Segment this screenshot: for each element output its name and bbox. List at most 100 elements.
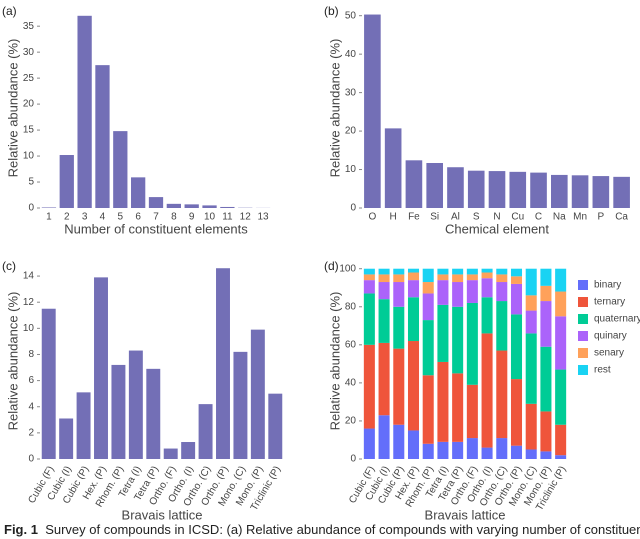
bar-segment (437, 441, 449, 459)
x-tick-label: O (368, 212, 376, 223)
y-tick-label: 6 (28, 375, 34, 386)
bar-segment (422, 282, 434, 294)
bar-segment (466, 268, 478, 275)
x-tick-label: C (535, 212, 542, 223)
bar-segment (481, 268, 493, 273)
bar-segment (407, 280, 420, 298)
bar (530, 172, 547, 208)
bar (181, 442, 196, 459)
bar (233, 351, 248, 459)
bar-segment (510, 283, 523, 315)
bar (551, 174, 568, 208)
x-tick-label: 10 (204, 212, 216, 223)
bar-segment (540, 268, 552, 286)
bar-segment (496, 301, 508, 351)
y-tick-label: 35 (23, 21, 35, 32)
x-tick-label: 12 (240, 212, 252, 223)
bar-segment (378, 415, 390, 459)
bar-segment (466, 438, 478, 459)
x-tick-label: H (390, 212, 397, 223)
x-tick-label: P (598, 212, 605, 223)
x-tick-label: S (473, 212, 480, 223)
bar (509, 171, 527, 208)
bar (41, 207, 57, 208)
y-tick-label: 14 (23, 271, 35, 282)
y-tick-label: 100 (339, 263, 356, 274)
bar-segment (496, 268, 508, 275)
bar (488, 171, 506, 208)
bar-segment (393, 274, 405, 283)
x-axis-title: Chemical element (445, 221, 549, 236)
legend-swatch (578, 348, 588, 358)
x-tick-label: 2 (64, 212, 70, 223)
bar-segment (555, 424, 567, 456)
x-tick-label: 1 (46, 212, 52, 223)
legend-label: rest (594, 365, 611, 376)
bar (250, 329, 265, 459)
bar-segment (378, 274, 390, 283)
bar-segment (525, 268, 537, 296)
bar (268, 393, 283, 459)
bar-segment (496, 274, 508, 283)
bar (77, 15, 92, 209)
y-tick-label: 30 (345, 87, 357, 98)
bar (113, 131, 128, 208)
bar (467, 170, 485, 208)
legend-label: quinary (594, 331, 627, 342)
bar-segment (452, 268, 464, 275)
caption-text: Survey of compounds in ICSD: (a) Relativ… (45, 522, 640, 537)
bar-segment (437, 361, 449, 442)
bar-segment (540, 285, 552, 302)
x-tick-label: 7 (153, 212, 159, 223)
bar-segment (540, 451, 552, 459)
bar-segment (407, 268, 420, 273)
bar (571, 175, 589, 208)
bar-segment (363, 344, 375, 429)
y-axis-title: Relative abundance (%) (5, 292, 20, 431)
bar-segment (540, 301, 552, 347)
legend-swatch (578, 314, 588, 324)
y-tick-label: 0 (350, 203, 356, 214)
bar-segment (363, 268, 375, 275)
bar (447, 167, 464, 208)
bar-segment (363, 280, 375, 294)
bar (166, 203, 181, 208)
bar-segment (466, 384, 478, 439)
x-tick-label: 11 (222, 212, 233, 223)
x-tick-label: Si (430, 212, 439, 223)
bar-segment (407, 297, 420, 342)
y-tick-label: 60 (345, 339, 357, 350)
x-axis-title: Bravais lattice (122, 507, 203, 520)
bar (216, 268, 230, 459)
legend-swatch (578, 365, 588, 375)
bar (220, 206, 235, 208)
bar-segment (481, 447, 493, 459)
bar-segment (510, 268, 523, 277)
bar-segment (422, 268, 434, 283)
bar-segment (452, 373, 464, 442)
bar-segment (452, 306, 464, 374)
x-tick-label: 3 (82, 212, 88, 223)
y-tick-label: 20 (345, 416, 357, 427)
bar-segment (525, 295, 537, 311)
bar-segment (422, 443, 434, 459)
panel-label: (a) (2, 4, 17, 18)
bar-segment (496, 282, 508, 302)
x-tick-label: N (493, 212, 500, 223)
bar-segment (393, 348, 405, 425)
bar (364, 14, 381, 208)
bar-segment (540, 411, 552, 452)
y-tick-label: 25 (23, 73, 35, 84)
bar (384, 128, 402, 208)
x-tick-label: Na (553, 212, 566, 223)
bar (202, 205, 217, 208)
panel-label: (b) (324, 4, 339, 18)
y-tick-label: 80 (345, 301, 357, 312)
bar (198, 404, 213, 459)
bar (131, 177, 146, 208)
caption-label: Fig. 1 (4, 522, 38, 537)
bar-segment (525, 333, 537, 404)
legend-swatch (578, 297, 588, 307)
